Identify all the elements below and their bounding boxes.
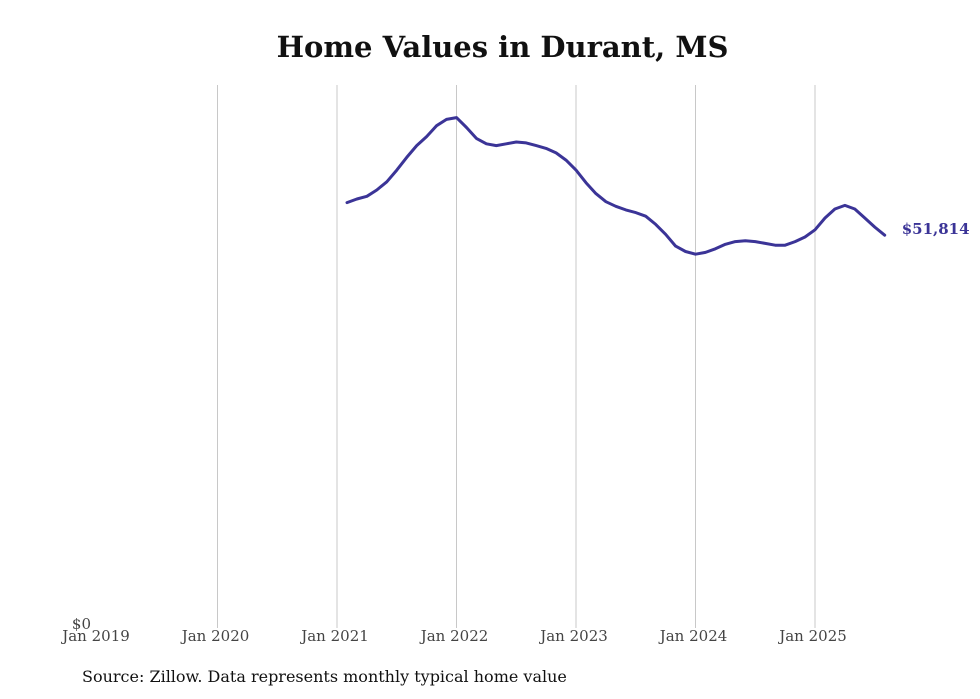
end-value-label: $51,814	[902, 220, 970, 238]
y-tick-label: $0	[72, 615, 91, 633]
x-tick-label: Jan 2019	[60, 627, 130, 645]
x-tick-label: Jan 2021	[299, 627, 369, 645]
x-tick-label: Jan 2025	[777, 627, 847, 645]
x-tick-label: Jan 2020	[180, 627, 250, 645]
series-line	[345, 116, 887, 256]
x-tick-label: Jan 2024	[658, 627, 728, 645]
x-tick-label: Jan 2022	[419, 627, 489, 645]
x-tick-label: Jan 2023	[538, 627, 608, 645]
source-note: Source: Zillow. Data represents monthly …	[82, 667, 567, 686]
series-layer	[345, 116, 887, 256]
chart-title: Home Values in Durant, MS	[276, 30, 729, 64]
gridlines	[217, 85, 816, 628]
labels-layer: Jan 2019 Jan 2020 Jan 2021 Jan 2022 Jan 2023…	[60, 220, 969, 645]
